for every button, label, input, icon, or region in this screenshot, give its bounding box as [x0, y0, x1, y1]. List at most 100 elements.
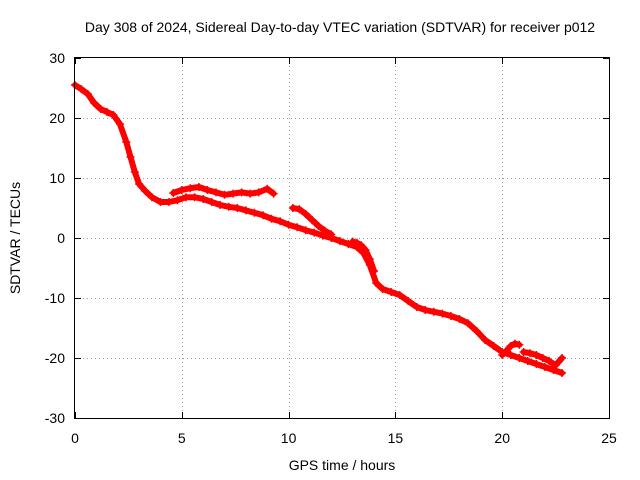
- data-point: [551, 361, 560, 370]
- data-point: [526, 349, 534, 358]
- data-point: [190, 193, 199, 202]
- data-point: [83, 90, 92, 98]
- data-point: [421, 306, 430, 314]
- x-tick-labels: 0 5 10 15 20 25: [71, 430, 617, 446]
- chart-title: Day 308 of 2024, Sidereal Day-to-day VTE…: [85, 19, 595, 35]
- data-point: [259, 211, 267, 220]
- x-tick-label: 25: [601, 430, 617, 446]
- x-axis-label: GPS time / hours: [289, 457, 396, 473]
- axis-ticks: [75, 58, 610, 419]
- data-point: [481, 336, 490, 344]
- data-point: [229, 189, 238, 198]
- data-point: [519, 348, 528, 356]
- data-point: [126, 153, 135, 161]
- data-point: [348, 237, 357, 246]
- y-tick-label: -30: [45, 410, 65, 426]
- data-point: [489, 342, 498, 350]
- y-tick-label: 10: [49, 170, 65, 186]
- data-point: [538, 354, 547, 362]
- data-point: [502, 346, 511, 355]
- data-point: [276, 217, 285, 226]
- data-point: [361, 246, 370, 254]
- data-point: [241, 206, 250, 215]
- data-point: [115, 120, 124, 128]
- data-point: [96, 105, 105, 113]
- data-point: [498, 351, 507, 359]
- data-point: [156, 198, 165, 206]
- y-tick-label: -20: [45, 350, 65, 366]
- data-point: [327, 230, 336, 239]
- data-point: [412, 303, 421, 311]
- data-point: [212, 188, 220, 197]
- data-point: [90, 99, 99, 107]
- data-point: [130, 168, 139, 176]
- data-point: [220, 190, 229, 199]
- x-tick-label: 15: [388, 430, 404, 446]
- data-series: [288, 204, 336, 239]
- data-point: [263, 184, 272, 193]
- data-point: [165, 198, 173, 206]
- data-point: [511, 339, 519, 348]
- data-points: [71, 81, 566, 377]
- data-point: [438, 309, 447, 318]
- data-series: [498, 339, 524, 359]
- data-point: [103, 108, 111, 116]
- data-point: [269, 189, 278, 198]
- y-tick-labels: -30 -20 -10 0 10 20 30: [45, 50, 65, 426]
- data-point: [558, 369, 566, 377]
- data-point: [395, 291, 404, 299]
- data-point: [320, 226, 329, 235]
- data-series: [519, 348, 566, 370]
- data-point: [455, 315, 464, 323]
- data-point: [186, 184, 195, 193]
- plot-frame: [74, 57, 610, 419]
- data-point: [254, 188, 263, 197]
- x-tick-label: 10: [281, 430, 297, 446]
- x-tick-label: 0: [71, 430, 79, 446]
- data-point: [216, 201, 225, 209]
- data-point: [506, 351, 515, 359]
- data-point: [353, 238, 361, 247]
- data-point: [335, 237, 344, 245]
- data-point: [545, 357, 554, 365]
- data-point: [301, 210, 310, 218]
- data-point: [506, 342, 515, 350]
- data-point: [207, 198, 216, 206]
- y-tick-label: 20: [49, 110, 65, 126]
- data-point: [523, 357, 532, 365]
- data-point: [203, 186, 212, 194]
- data-point: [122, 138, 131, 146]
- data-point: [147, 193, 156, 202]
- x-tick-label: 5: [178, 430, 186, 446]
- data-point: [288, 204, 297, 212]
- y-tick-label: 0: [57, 230, 65, 246]
- data-point: [372, 279, 381, 287]
- data-point: [169, 189, 178, 197]
- y-tick-label: 30: [49, 50, 65, 66]
- data-point: [558, 354, 566, 362]
- data-point: [365, 255, 374, 263]
- data-point: [310, 228, 319, 237]
- data-point: [182, 193, 191, 202]
- data-point: [532, 351, 541, 359]
- data-point: [293, 223, 302, 232]
- data-point: [314, 222, 323, 230]
- data-series: [169, 183, 278, 199]
- data-point: [173, 196, 182, 205]
- data-point: [532, 360, 541, 368]
- data-point: [284, 220, 293, 229]
- data-point: [429, 307, 438, 316]
- data-point: [246, 189, 255, 198]
- data-point: [540, 363, 549, 371]
- data-point: [464, 319, 472, 328]
- data-point: [370, 267, 378, 275]
- data-point: [301, 226, 310, 235]
- data-point: [77, 85, 86, 94]
- data-point: [404, 297, 413, 305]
- data-point: [177, 186, 186, 194]
- x-tick-label: 20: [494, 430, 510, 446]
- data-point: [387, 288, 396, 296]
- data-point: [109, 111, 118, 119]
- data-point: [515, 354, 524, 362]
